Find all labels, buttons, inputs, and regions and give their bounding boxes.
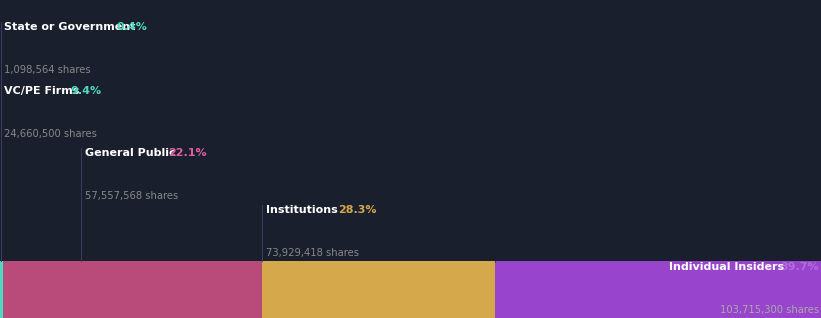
Text: 22.1%: 22.1% [168,148,207,158]
Text: 9.4%: 9.4% [71,86,102,96]
Text: VC/PE Firms: VC/PE Firms [4,86,84,96]
Bar [3,261,80,318]
Text: 0.4%: 0.4% [117,22,148,32]
Text: Institutions: Institutions [266,205,342,215]
Text: 39.7%: 39.7% [781,262,819,272]
Text: Individual Insiders: Individual Insiders [669,262,787,272]
Bar [80,261,262,318]
Bar [0,261,3,318]
Bar [495,261,821,318]
Bar [262,261,495,318]
Text: General Public: General Public [85,148,179,158]
Text: State or Government: State or Government [4,22,140,32]
Text: 57,557,568 shares: 57,557,568 shares [85,191,178,201]
Text: 103,715,300 shares: 103,715,300 shares [720,305,819,315]
Text: 28.3%: 28.3% [338,205,377,215]
Text: 24,660,500 shares: 24,660,500 shares [4,129,97,139]
Text: 1,098,564 shares: 1,098,564 shares [4,65,91,75]
Text: 73,929,418 shares: 73,929,418 shares [266,248,360,258]
